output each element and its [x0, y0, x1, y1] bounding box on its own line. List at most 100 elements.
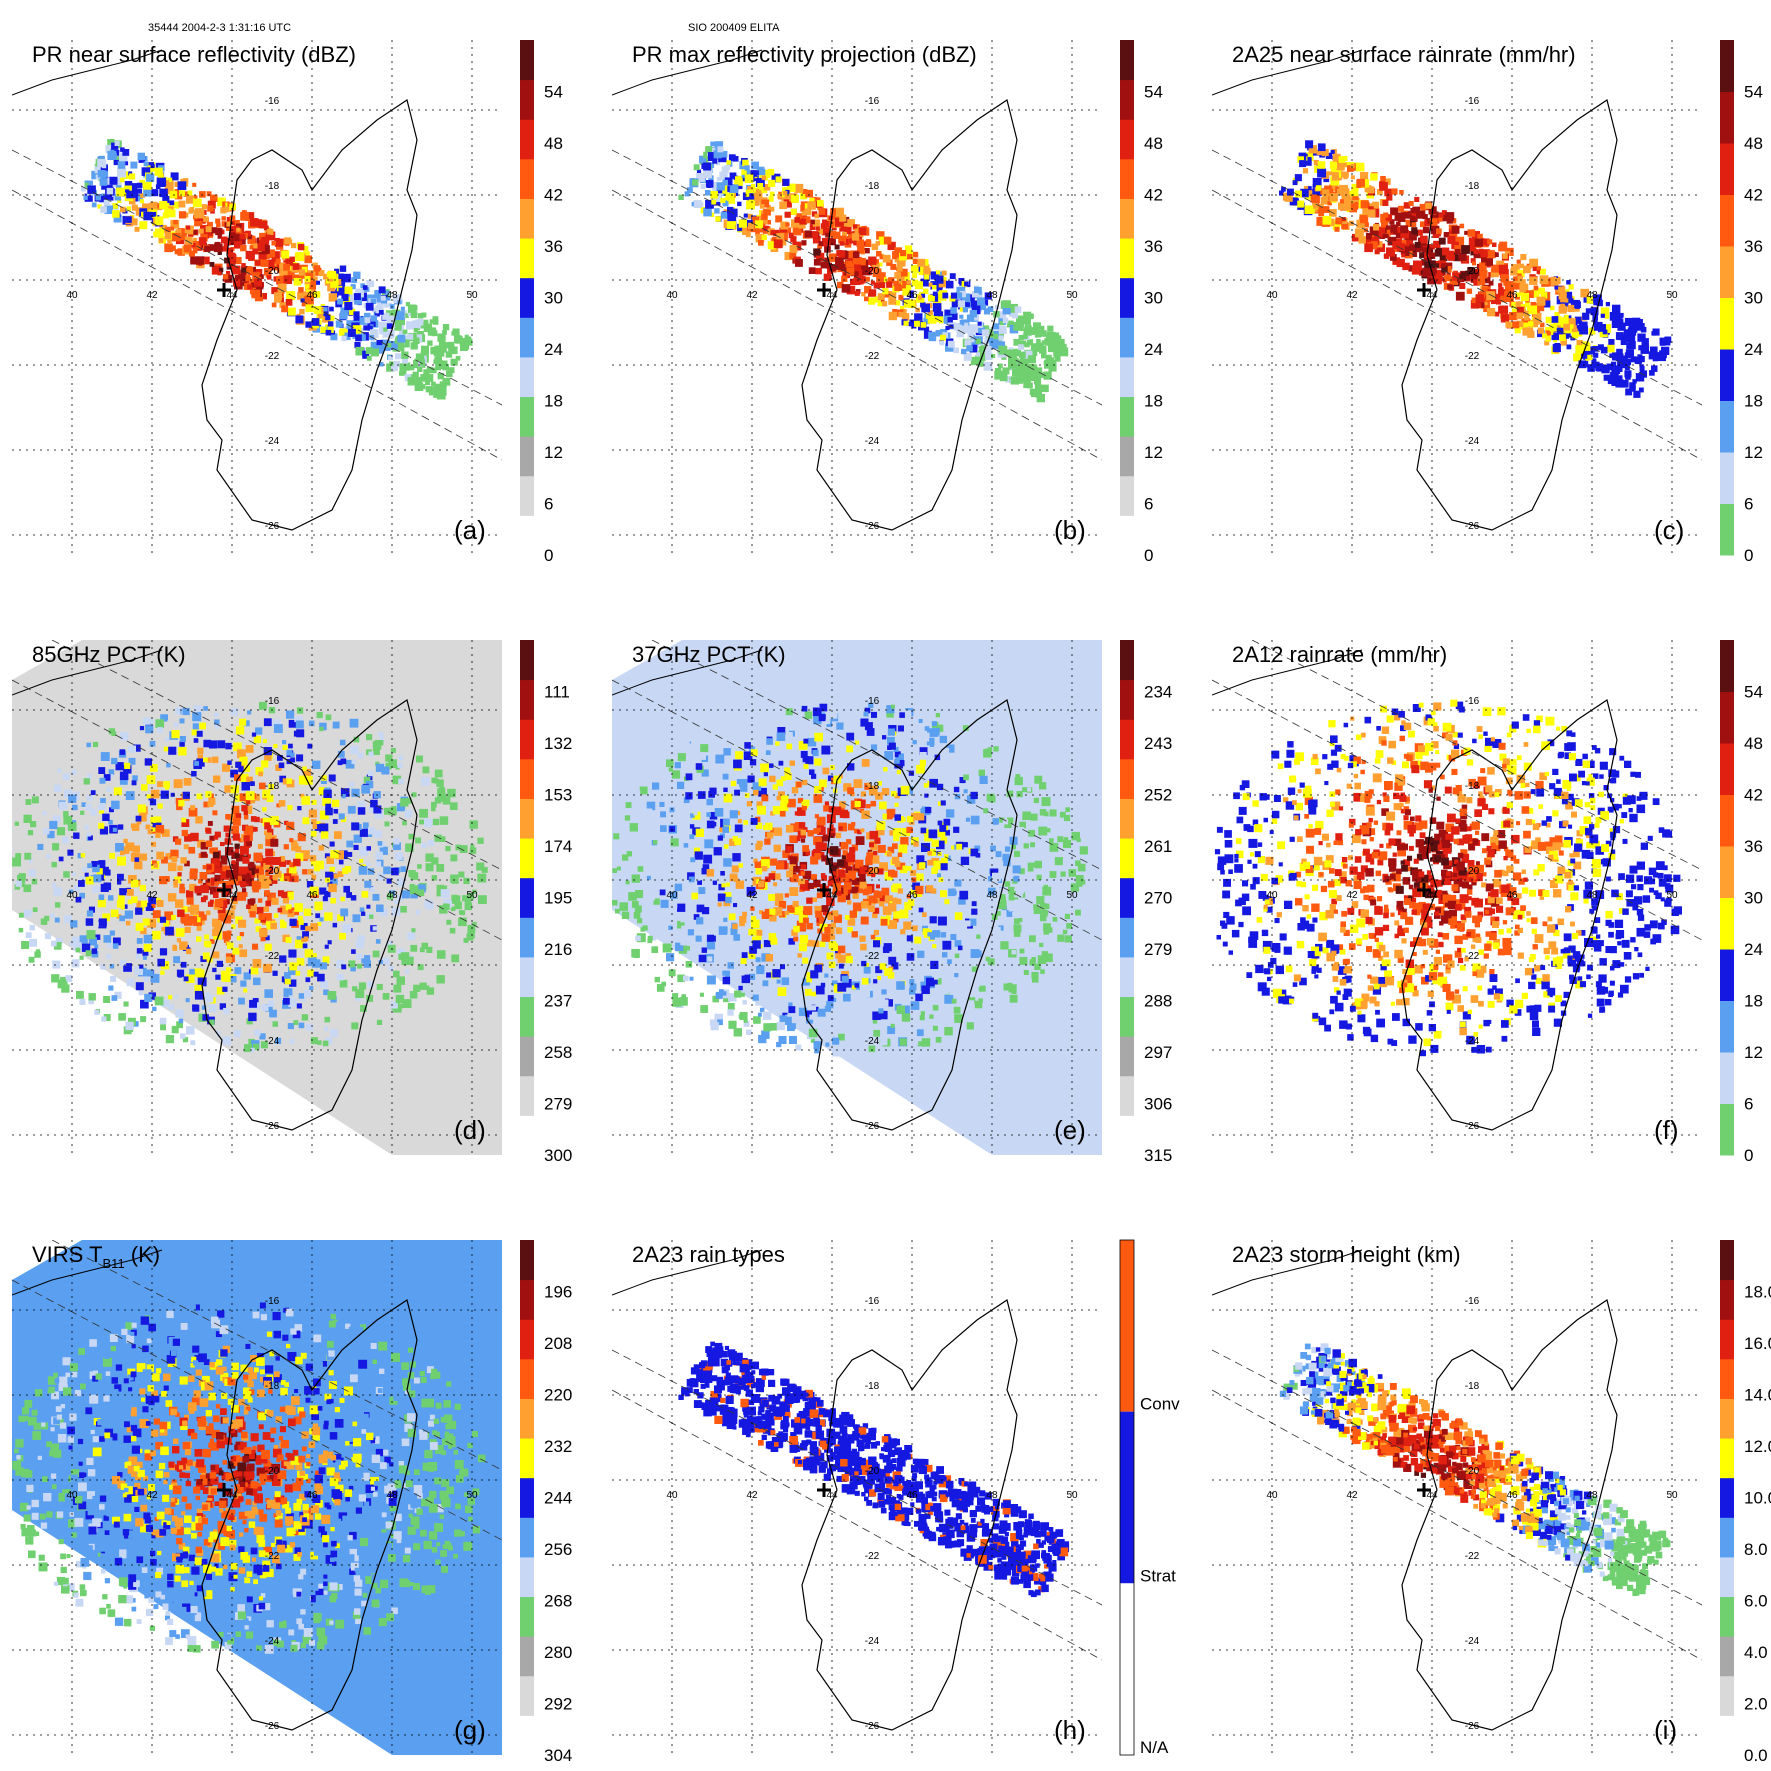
data-pixel	[851, 233, 860, 241]
data-pixel	[366, 904, 371, 909]
data-pixel	[18, 927, 24, 933]
data-pixel	[463, 877, 470, 885]
data-pixel	[397, 948, 405, 956]
data-pixel	[345, 759, 355, 769]
data-pixel	[458, 871, 465, 878]
data-pixel	[366, 995, 374, 1002]
data-pixel	[1468, 237, 1478, 247]
data-pixel	[1664, 336, 1672, 343]
data-pixel	[1038, 826, 1048, 836]
data-pixel	[891, 962, 899, 970]
data-pixel	[378, 321, 388, 331]
colorbar-label: 36	[1744, 237, 1763, 256]
colorbar-segment	[1120, 79, 1134, 120]
data-pixel	[1332, 223, 1340, 231]
data-pixel	[882, 254, 891, 263]
data-pixel	[375, 939, 381, 944]
data-pixel	[969, 329, 974, 335]
data-pixel	[762, 980, 769, 987]
data-pixel	[277, 283, 287, 293]
data-pixel	[372, 950, 380, 958]
data-pixel	[399, 370, 404, 376]
data-pixel	[780, 795, 789, 804]
data-pixel	[225, 742, 232, 750]
data-pixel	[777, 987, 787, 996]
data-pixel	[402, 999, 412, 1008]
data-pixel	[1355, 162, 1365, 172]
data-pixel	[217, 740, 226, 749]
data-pixel	[920, 278, 929, 287]
data-pixel	[1279, 190, 1284, 195]
data-pixel	[252, 959, 262, 968]
data-pixel	[188, 807, 198, 817]
lat-tick-label: -16	[1465, 96, 1480, 107]
data-pixel	[124, 910, 133, 919]
data-pixel	[1515, 294, 1520, 300]
data-pixel	[246, 878, 252, 884]
data-pixel	[819, 941, 826, 948]
data-pixel	[52, 845, 58, 851]
data-pixel	[755, 816, 761, 823]
data-pixel	[54, 784, 62, 792]
data-pixel	[120, 732, 129, 741]
data-pixel	[437, 333, 446, 342]
data-pixel	[857, 246, 863, 252]
data-pixel	[753, 192, 763, 202]
data-pixel	[138, 813, 147, 822]
data-pixel	[809, 769, 815, 775]
data-pixel	[898, 285, 904, 291]
data-pixel	[432, 316, 439, 323]
data-pixel	[1305, 152, 1314, 162]
data-pixel	[1481, 256, 1488, 263]
data-pixel	[123, 765, 132, 774]
data-pixel	[388, 356, 393, 361]
data-pixel	[102, 813, 110, 821]
data-pixel	[351, 949, 356, 954]
data-pixel	[362, 285, 368, 290]
data-pixel	[954, 793, 961, 800]
data-pixel	[454, 901, 462, 910]
colorbar-label: 0	[1744, 546, 1753, 565]
data-pixel	[57, 768, 62, 773]
data-pixel	[906, 953, 915, 961]
data-pixel	[222, 986, 228, 992]
data-pixel	[200, 229, 209, 239]
data-pixel	[1551, 332, 1559, 341]
data-pixel	[333, 809, 339, 814]
data-pixel	[168, 995, 173, 1000]
data-pixel	[297, 292, 305, 300]
data-pixel	[801, 779, 808, 786]
data-pixel	[272, 1021, 278, 1027]
colorbar-label: 48	[1744, 134, 1763, 153]
data-pixel	[916, 1029, 924, 1037]
data-pixel	[1492, 242, 1497, 247]
data-pixel	[213, 712, 219, 717]
data-pixel	[813, 715, 822, 725]
data-pixel	[253, 735, 261, 744]
data-pixel	[1325, 152, 1333, 159]
data-pixel	[864, 286, 872, 294]
data-pixel	[140, 900, 148, 907]
data-pixel	[159, 876, 168, 885]
data-pixel	[889, 291, 897, 298]
data-pixel	[975, 355, 983, 363]
data-pixel	[32, 907, 38, 912]
data-pixel	[836, 722, 844, 730]
data-pixel	[1519, 263, 1524, 269]
data-pixel	[1020, 340, 1027, 347]
data-pixel	[222, 246, 228, 252]
data-pixel	[998, 925, 1004, 931]
data-pixel	[27, 830, 34, 836]
data-pixel	[209, 262, 215, 267]
data-pixel	[689, 976, 694, 981]
data-pixel	[967, 1014, 977, 1024]
data-pixel	[213, 243, 223, 253]
data-pixel	[1350, 175, 1355, 180]
data-pixel	[886, 281, 893, 288]
data-pixel	[415, 319, 422, 327]
data-pixel	[820, 261, 828, 269]
data-pixel	[1040, 330, 1047, 337]
data-pixel	[366, 734, 373, 741]
data-pixel	[1002, 774, 1011, 782]
data-pixel	[264, 943, 272, 951]
